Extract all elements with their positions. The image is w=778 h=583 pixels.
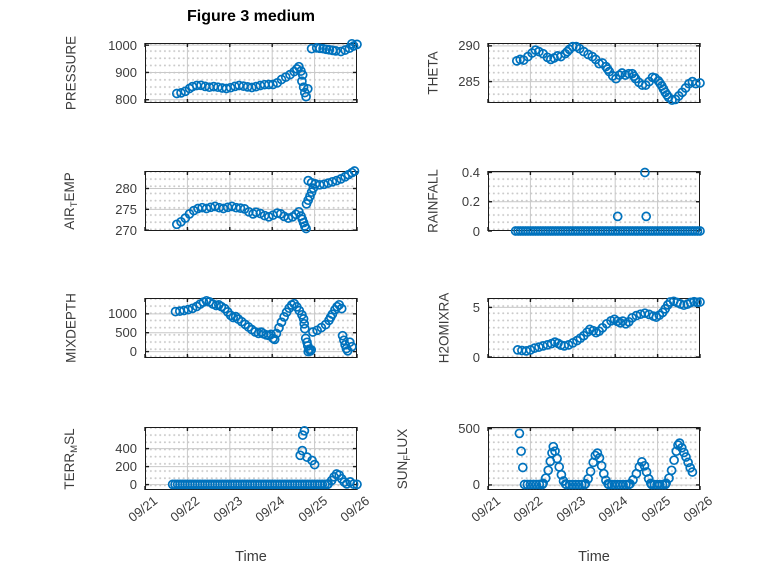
y-tick-label: 285 bbox=[458, 74, 480, 90]
x-tick-label: 09/24 bbox=[252, 493, 288, 525]
tick-marks bbox=[144, 298, 358, 358]
scatter-markers bbox=[514, 428, 698, 490]
ylabel-terr_msl: TERRMSL bbox=[62, 379, 80, 539]
plot-canvas bbox=[144, 38, 362, 103]
tick-marks bbox=[487, 171, 701, 232]
ylabel-text: AIR bbox=[62, 207, 77, 230]
plot-canvas bbox=[144, 166, 360, 234]
ylabel-h2omixra: H2OMIXRA bbox=[437, 248, 452, 408]
y-tick-label: 290 bbox=[458, 38, 480, 54]
figure-title: Figure 3 medium bbox=[186, 8, 316, 25]
ylabel-text: RAINFALL bbox=[425, 169, 441, 233]
x-tick-label: 09/21 bbox=[125, 493, 161, 525]
ylabel-text: SL bbox=[62, 427, 77, 445]
y-tick-label: 400 bbox=[115, 441, 137, 457]
tick-marks bbox=[487, 298, 701, 358]
x-tick-label: 09/26 bbox=[680, 493, 716, 525]
scatter-markers bbox=[511, 41, 705, 105]
scatter-markers bbox=[512, 296, 705, 356]
y-tick-label: 500 bbox=[458, 421, 480, 437]
y-tick-label: 280 bbox=[115, 181, 137, 196]
major-grid bbox=[488, 427, 700, 490]
ylabel-subscript: F bbox=[402, 454, 413, 461]
y-tick-label: 0 bbox=[472, 349, 480, 365]
ylabel-subscript: T bbox=[69, 201, 80, 208]
y-tick-label: 270 bbox=[115, 222, 137, 238]
y-tick-label: 0 bbox=[129, 477, 137, 493]
x-axis-label-right: Time bbox=[578, 549, 610, 565]
scatter-markers bbox=[171, 38, 362, 102]
major-grid bbox=[488, 171, 700, 231]
x-tick-label: 09/25 bbox=[637, 493, 673, 525]
y-tick-label: 200 bbox=[115, 459, 137, 475]
ylabel-sun_flux: SUNFLUX bbox=[395, 379, 413, 539]
plot-grid-background bbox=[145, 298, 357, 358]
ylabel-text: PRESSURE bbox=[63, 35, 79, 111]
plot-canvas bbox=[144, 295, 358, 358]
scatter-markers bbox=[510, 167, 705, 236]
x-tick-label: 09/22 bbox=[510, 493, 546, 525]
y-tick-label: 800 bbox=[115, 92, 137, 108]
y-tick-label: 1000 bbox=[108, 37, 137, 53]
plot-canvas bbox=[144, 425, 362, 490]
x-tick-label: 09/23 bbox=[553, 493, 589, 525]
y-tick-label: 5 bbox=[472, 299, 480, 315]
ylabel-text: LUX bbox=[395, 428, 410, 455]
y-tick-label: 0 bbox=[472, 477, 480, 493]
major-grid bbox=[145, 43, 357, 103]
ylabel-subscript: M bbox=[69, 444, 80, 453]
ylabel-text: H2OMIXRA bbox=[436, 292, 452, 364]
x-axis-label-left: Time bbox=[235, 549, 267, 565]
plot-canvas bbox=[487, 427, 701, 490]
ylabel-text: THETA bbox=[425, 51, 441, 95]
scatter-markers bbox=[171, 166, 360, 234]
plot-grid-background bbox=[145, 427, 357, 490]
plot-canvas bbox=[487, 167, 705, 236]
y-tick-label: 900 bbox=[115, 64, 137, 80]
ylabel-text: MIXDEPTH bbox=[63, 293, 79, 363]
ylabel-text: EMP bbox=[62, 172, 77, 202]
x-tick-label: 09/24 bbox=[595, 493, 631, 525]
major-grid bbox=[488, 43, 700, 103]
plot-canvas bbox=[487, 41, 705, 105]
y-tick-label: 0.2 bbox=[461, 194, 480, 210]
scatter-markers bbox=[170, 295, 357, 357]
x-tick-label: 09/26 bbox=[337, 493, 373, 525]
ylabel-text: SUN bbox=[395, 460, 410, 489]
scatter-markers bbox=[167, 425, 362, 490]
plot-canvas bbox=[487, 296, 705, 358]
ylabel-text: TERR bbox=[62, 452, 77, 490]
x-tick-label: 09/23 bbox=[210, 493, 246, 525]
x-tick-label: 09/25 bbox=[294, 493, 330, 525]
y-tick-label: 500 bbox=[115, 325, 137, 341]
y-tick-label: 0.4 bbox=[461, 164, 480, 180]
y-tick-label: 0 bbox=[129, 344, 137, 360]
x-tick-label: 09/22 bbox=[167, 493, 203, 525]
x-tick-label: 09/21 bbox=[468, 493, 504, 525]
plot-grid-background bbox=[488, 171, 700, 231]
y-tick-label: 275 bbox=[115, 201, 137, 217]
y-tick-label: 0 bbox=[472, 223, 480, 239]
y-tick-label: 1000 bbox=[108, 306, 137, 322]
